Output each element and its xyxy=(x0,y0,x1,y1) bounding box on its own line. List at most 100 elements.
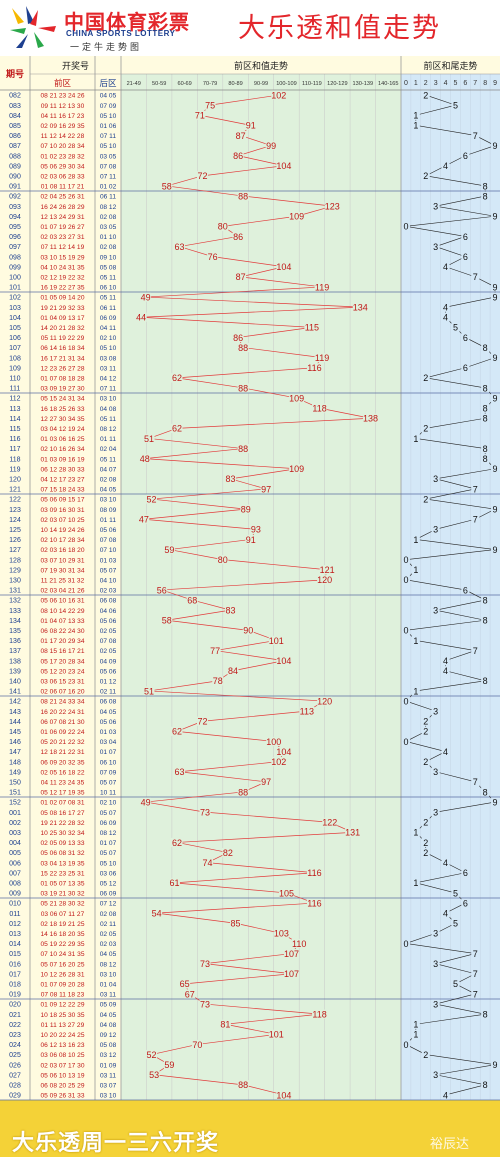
front-numbers-cell: 07 19 30 31 34 xyxy=(41,567,85,574)
tail-label-backdrop xyxy=(401,625,410,635)
tail-digit-label: 0 xyxy=(404,80,408,87)
tail-label-backdrop xyxy=(431,928,440,938)
back-numbers-cell: 02 04 xyxy=(100,446,117,453)
sum-trend-segment xyxy=(179,771,267,783)
back-numbers-cell: 09 10 xyxy=(100,254,117,261)
period-cell: 090 xyxy=(9,173,21,180)
sum-value-label: 119 xyxy=(315,282,329,292)
tail-trend-segment xyxy=(435,771,476,783)
tail-label-backdrop xyxy=(491,464,500,474)
tail-value-label: 4 xyxy=(443,666,448,676)
sum-label-backdrop xyxy=(219,1019,231,1029)
period-cell: 001 xyxy=(9,810,21,817)
back-numbers-cell: 05 10 xyxy=(100,143,117,150)
sum-trend-segment xyxy=(215,650,284,661)
back-numbers-cell: 06 09 xyxy=(100,820,117,827)
back-numbers-cell: 03 04 xyxy=(100,739,117,746)
tail-value-label: 4 xyxy=(443,1090,448,1100)
front-numbers-cell: 03 06 08 10 25 xyxy=(41,1052,85,1059)
sum-trend-segment xyxy=(222,215,297,227)
period-cell: 123 xyxy=(9,507,21,514)
sum-label-backdrop xyxy=(163,544,175,555)
back-numbers-cell: 02 05 xyxy=(100,931,117,938)
period-cell: 097 xyxy=(9,244,21,251)
front-numbers-cell: 01 11 13 27 29 xyxy=(41,1022,85,1029)
tail-label-backdrop xyxy=(481,676,490,686)
sum-label-backdrop xyxy=(232,231,244,242)
back-numbers-cell: 07 08 xyxy=(100,537,117,544)
sum-value-label: 102 xyxy=(271,90,286,100)
sum-trend-segment xyxy=(212,256,284,268)
back-numbers-cell: 01 11 xyxy=(100,517,116,524)
back-numbers-cell: 04 05 xyxy=(100,1012,117,1019)
tail-label-backdrop xyxy=(431,474,440,484)
tail-trend-segment xyxy=(445,650,476,661)
period-cell: 141 xyxy=(9,689,21,696)
sum-label-backdrop xyxy=(140,797,152,807)
sum-value-label: 104 xyxy=(276,262,291,272)
tail-value-label: 2 xyxy=(423,494,428,504)
sum-trend-segment xyxy=(154,1074,244,1086)
tail-trend-segment xyxy=(445,670,486,682)
sum-value-label: 47 xyxy=(139,515,149,525)
sum-label-backdrop xyxy=(319,565,335,575)
tail-value-label: 9 xyxy=(493,797,498,807)
sum-trend-segment xyxy=(141,316,312,328)
sum-value-label: 88 xyxy=(238,383,248,393)
sum-label-backdrop xyxy=(306,898,322,908)
front-numbers-cell: 01 05 07 13 35 xyxy=(41,880,85,887)
back-numbers-cell: 01 04 xyxy=(100,981,117,988)
front-numbers-cell: 04 11 23 24 35 xyxy=(41,779,85,786)
sum-label-backdrop xyxy=(217,221,229,231)
sum-trend-segment xyxy=(199,114,251,126)
sum-trend-segment xyxy=(215,640,277,651)
tail-label-backdrop xyxy=(461,231,470,242)
tail-label-backdrop xyxy=(431,524,440,534)
sum-label-backdrop xyxy=(271,757,287,767)
sum-value-label: 65 xyxy=(180,979,190,989)
sum-label-backdrop xyxy=(291,938,307,949)
tail-trend-segment xyxy=(435,609,486,621)
front-numbers-cell: 06 12 13 16 23 xyxy=(41,1042,85,1049)
sum-value-label: 61 xyxy=(169,878,179,888)
sum-label-backdrop xyxy=(273,928,289,938)
tail-value-label: 7 xyxy=(473,777,478,787)
sum-label-backdrop xyxy=(143,686,155,696)
back-numbers-cell: 05 11 xyxy=(100,456,116,463)
header-back: 后区 xyxy=(99,78,117,88)
tail-value-label: 3 xyxy=(433,706,438,716)
front-numbers-cell: 12 18 21 22 31 xyxy=(41,749,85,756)
period-cell: 151 xyxy=(9,790,21,797)
sum-value-label: 115 xyxy=(305,323,319,333)
brand-name-cn: 中国体育彩票 xyxy=(64,10,190,34)
tail-value-label: 7 xyxy=(473,969,478,979)
sum-value-label: 91 xyxy=(246,535,256,545)
period-cell: 012 xyxy=(9,921,21,928)
sum-bin-label: 50-59 xyxy=(152,81,166,87)
tail-value-label: 3 xyxy=(433,959,438,969)
tail-digit-label: 8 xyxy=(483,80,487,87)
front-numbers-cell: 16 20 22 24 31 xyxy=(41,709,85,716)
back-numbers-cell: 01 07 xyxy=(100,749,117,756)
front-numbers-cell: 14 20 21 28 32 xyxy=(41,325,85,332)
front-numbers-cell: 02 03 07 10 25 xyxy=(41,517,85,524)
sum-trend-segment xyxy=(230,468,297,480)
sum-trend-segment xyxy=(192,599,231,611)
period-cell: 015 xyxy=(9,951,21,958)
front-numbers-cell: 12 27 30 34 35 xyxy=(41,416,85,423)
tail-label-backdrop xyxy=(461,898,470,908)
sum-value-label: 48 xyxy=(140,454,150,464)
sum-trend-segment xyxy=(207,862,315,874)
period-cell: 098 xyxy=(9,254,21,261)
back-numbers-cell: 08 12 xyxy=(100,830,117,837)
sum-label-backdrop xyxy=(362,413,378,423)
back-numbers-cell: 05 06 xyxy=(100,719,117,726)
front-numbers-cell: 02 05 16 18 22 xyxy=(41,769,85,776)
period-cell: 025 xyxy=(9,1052,21,1059)
tail-label-backdrop xyxy=(401,1039,410,1050)
back-numbers-cell: 02 10 xyxy=(100,335,117,342)
sum-trend-segment xyxy=(176,367,315,379)
sum-value-label: 99 xyxy=(266,141,276,151)
sum-value-label: 86 xyxy=(233,232,243,242)
front-numbers-cell: 03 04 12 19 24 xyxy=(41,426,85,433)
